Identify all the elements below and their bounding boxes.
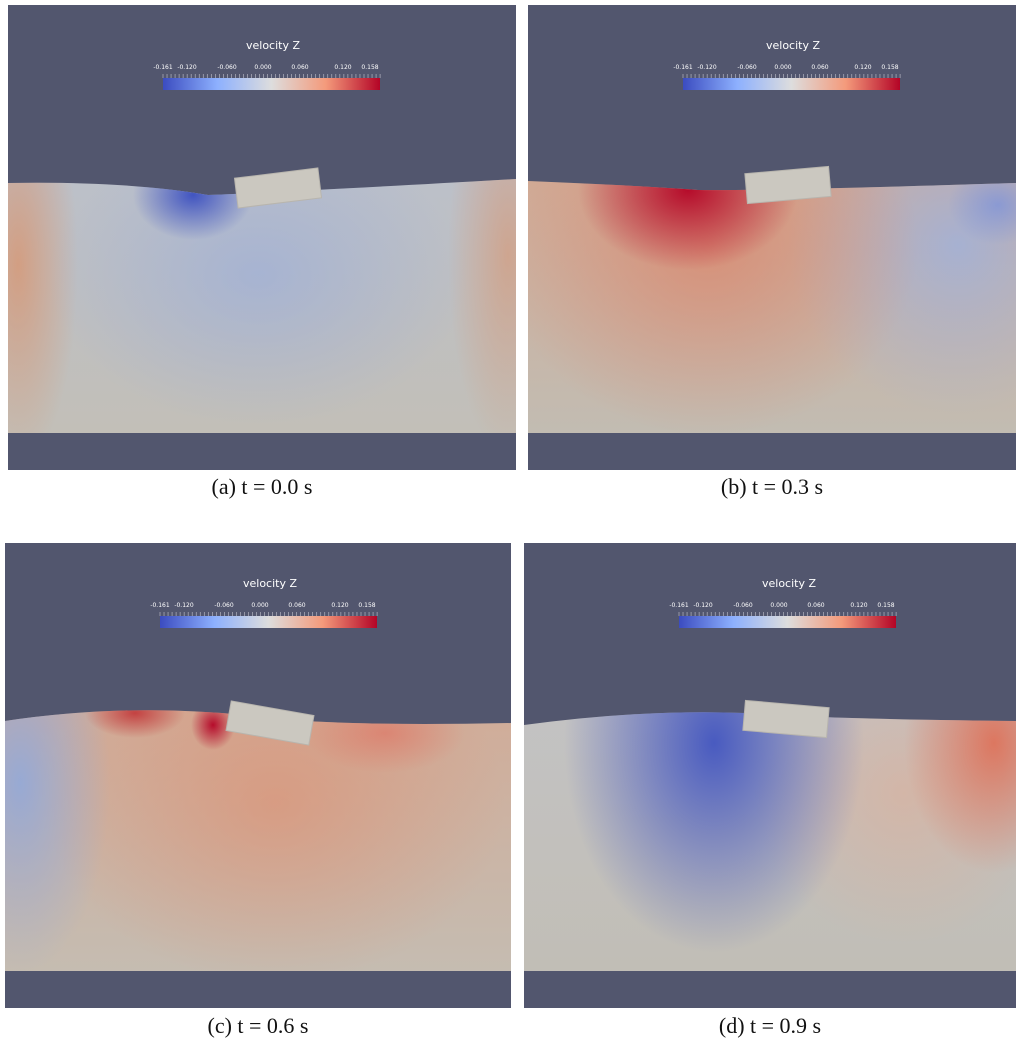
colorbar-tick-label: -0.060 <box>214 602 234 609</box>
colorbar-tick-label: -0.120 <box>693 602 713 609</box>
colorbar <box>683 78 900 90</box>
caption: (a) t = 0.0 s <box>112 474 412 500</box>
panel: velocity Z -0.161 -0.120 -0.060 0.000 0.060 0.… <box>5 543 511 1008</box>
render-view: velocity Z -0.161 -0.120 -0.060 0.000 0.060 0.… <box>8 5 516 470</box>
colorbar-tick-label: 0.120 <box>854 64 871 71</box>
colorbar-tick-label: 0.060 <box>807 602 824 609</box>
colorbar-title: velocity Z <box>243 577 297 590</box>
caption: (c) t = 0.6 s <box>108 1013 408 1039</box>
colorbar-tick-label: -0.060 <box>733 602 753 609</box>
colorbar <box>679 616 896 628</box>
colorbar-tick-label: 0.158 <box>361 64 378 71</box>
colorbar <box>160 616 377 628</box>
render-view: velocity Z -0.161 -0.120 -0.060 0.000 0.060 0.… <box>524 543 1016 1008</box>
render-view: velocity Z -0.161 -0.120 -0.060 0.000 0.060 0.… <box>5 543 511 1008</box>
colorbar-tick-label: 0.158 <box>881 64 898 71</box>
colorbar-tick-label: -0.161 <box>150 602 170 609</box>
colorbar-tick-label: 0.120 <box>334 64 351 71</box>
colorbar-tick-label: 0.120 <box>331 602 348 609</box>
caption: (b) t = 0.3 s <box>622 474 922 500</box>
caption: (d) t = 0.9 s <box>620 1013 920 1039</box>
panel: velocity Z -0.161 -0.120 -0.060 0.000 0.060 0.… <box>528 5 1016 470</box>
colorbar-tick-label: -0.120 <box>177 64 197 71</box>
colorbar-tick-label: 0.000 <box>251 602 268 609</box>
colorbar-tick-label: 0.000 <box>254 64 271 71</box>
figure: velocity Z -0.161 -0.120 -0.060 0.000 0.060 0.… <box>0 0 1022 1047</box>
colorbar-tick-label: -0.161 <box>153 64 173 71</box>
colorbar-tick-label: -0.060 <box>737 64 757 71</box>
panel: velocity Z -0.161 -0.120 -0.060 0.000 0.060 0.… <box>8 5 516 470</box>
colorbar-tick-label: 0.000 <box>774 64 791 71</box>
colorbar-tick-label: 0.060 <box>811 64 828 71</box>
colorbar-tick-label: -0.060 <box>217 64 237 71</box>
colorbar-title: velocity Z <box>766 39 820 52</box>
colorbar-tick-label: 0.158 <box>877 602 894 609</box>
render-view: velocity Z -0.161 -0.120 -0.060 0.000 0.060 0.… <box>528 5 1016 470</box>
colorbar-tick-label: 0.158 <box>358 602 375 609</box>
colorbar-tick-label: -0.161 <box>673 64 693 71</box>
panel: velocity Z -0.161 -0.120 -0.060 0.000 0.060 0.… <box>524 543 1016 1008</box>
colorbar-tick-label: 0.060 <box>288 602 305 609</box>
colorbar-title: velocity Z <box>246 39 300 52</box>
colorbar-tick-label: 0.060 <box>291 64 308 71</box>
colorbar-title: velocity Z <box>762 577 816 590</box>
colorbar-tick-label: 0.000 <box>770 602 787 609</box>
colorbar-tick-label: -0.120 <box>697 64 717 71</box>
colorbar-tick-label: -0.161 <box>669 602 689 609</box>
colorbar-tick-label: -0.120 <box>174 602 194 609</box>
colorbar-tick-label: 0.120 <box>850 602 867 609</box>
colorbar <box>163 78 380 90</box>
